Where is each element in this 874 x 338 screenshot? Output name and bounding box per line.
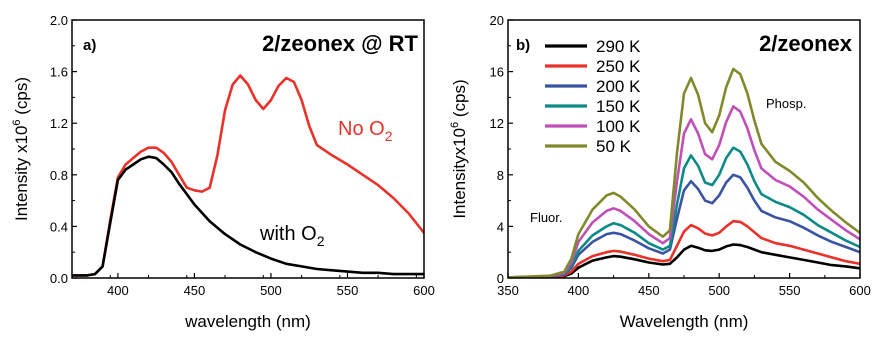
panel-b-ylabel: Intensityx106 (cps) <box>449 79 469 218</box>
panel-b-series-250-k <box>508 219 860 278</box>
panel-a-ylabel: Intensity x106 (cps) <box>11 77 31 221</box>
panel-b-xtick-label: 550 <box>779 283 801 298</box>
label-no-o2-sub: 2 <box>385 128 393 144</box>
panel-a-xtick-label: 400 <box>107 283 129 298</box>
panel-a-xtick-label: 450 <box>184 283 206 298</box>
panel-b-series-290-k <box>508 243 860 278</box>
panel-b-ytick-label: 0 <box>497 271 504 286</box>
panel-a-ytick-label: 0.0 <box>50 271 68 286</box>
panel-b-xtick-label: 600 <box>849 283 871 298</box>
panel-b-ytick-label: 8 <box>497 168 504 183</box>
panel-b-ytick-label: 12 <box>490 116 504 131</box>
legend-label: 250 K <box>596 57 641 76</box>
panel-b-ylabel-unit: (cps) <box>450 79 469 122</box>
panel-a-ylabel-sup: 6 <box>11 119 23 125</box>
panel-b-xtick-label: 400 <box>568 283 590 298</box>
panel-b-title: 2/zeonex <box>759 31 853 56</box>
panel-b-series-150-k <box>508 146 860 278</box>
legend-entry-100-k: 100 K <box>545 117 641 136</box>
legend-label: 200 K <box>596 77 641 96</box>
legend-entry-50-k: 50 K <box>545 137 632 156</box>
panel-b-ticks: 350 400 450 500 550 600 0 4 8 12 16 20 <box>490 13 871 298</box>
panel-b-series-100-k <box>508 105 860 278</box>
legend-label: 100 K <box>596 117 641 136</box>
panel-b-xtick-label: 350 <box>497 283 519 298</box>
panel-a-series-no-o <box>72 74 424 277</box>
panel-b-series-200-k <box>508 173 860 278</box>
panel-a-lines <box>72 74 424 277</box>
legend-label: 50 K <box>596 137 632 156</box>
panel-b-series-50-k <box>508 67 860 278</box>
panel-b-frame <box>507 19 861 279</box>
panel-a-xtick-label: 550 <box>337 283 359 298</box>
panel-a-ytick-label: 1.6 <box>50 65 68 80</box>
label-no-o2-main: No O <box>338 118 385 140</box>
legend-label: 290 K <box>596 37 641 56</box>
panel-a-ylabel-unit: (cps) <box>12 77 31 120</box>
panel-a-ytick-label: 1.2 <box>50 116 68 131</box>
panel-b-ylabel-main: Intensityx10 <box>450 128 469 219</box>
panel-a-xlabel: wavelength (nm) <box>184 312 311 331</box>
label-with-o2: with O2 <box>259 223 325 249</box>
legend-label: 150 K <box>596 97 641 116</box>
panel-a-xtick-label: 500 <box>260 283 282 298</box>
panel-b-ytick-label: 20 <box>490 13 504 28</box>
panel-a: 400 450 500 550 600 0.0 0.4 0.8 1.2 1.6 2.0 a) 2/z… <box>11 13 435 331</box>
panel-b-ytick-label: 16 <box>490 65 504 80</box>
panel-a-series-with-o <box>72 155 424 277</box>
panel-a-ytick-label: 0.4 <box>50 219 68 234</box>
panel-a-ticks: 400 450 500 550 600 0.0 0.4 0.8 1.2 1.6 2.0 <box>50 13 435 298</box>
panel-b-label: b) <box>516 37 530 54</box>
panel-a-label: a) <box>83 37 96 54</box>
panel-a-ytick-label: 0.8 <box>50 168 68 183</box>
panel-b-ylabel-sup: 6 <box>449 122 461 128</box>
legend-entry-290-k: 290 K <box>545 37 641 56</box>
label-no-o2: No O2 <box>338 118 393 144</box>
label-with-o2-sub: 2 <box>317 233 325 249</box>
legend-entry-200-k: 200 K <box>545 77 641 96</box>
panel-b-xlabel: Wavelength (nm) <box>620 312 749 331</box>
annotation-phosp: Phosp. <box>766 96 806 111</box>
panel-b-xtick-label: 450 <box>638 283 660 298</box>
panel-b-lines <box>508 67 860 278</box>
panel-a-title: 2/zeonex @ RT <box>262 31 418 56</box>
annotation-fluor: Fluor. <box>530 210 563 225</box>
panel-b-ytick-label: 4 <box>497 219 504 234</box>
label-with-o2-main: with O <box>259 223 317 245</box>
panel-b-xtick-label: 500 <box>708 283 730 298</box>
legend-entry-150-k: 150 K <box>545 97 641 116</box>
panel-a-frame <box>71 19 425 279</box>
panel-a-ytick-label: 2.0 <box>50 13 68 28</box>
panel-a-ylabel-main: Intensity x10 <box>12 126 31 221</box>
legend-entry-250-k: 250 K <box>545 57 641 76</box>
panel-a-xtick-label: 600 <box>413 283 435 298</box>
